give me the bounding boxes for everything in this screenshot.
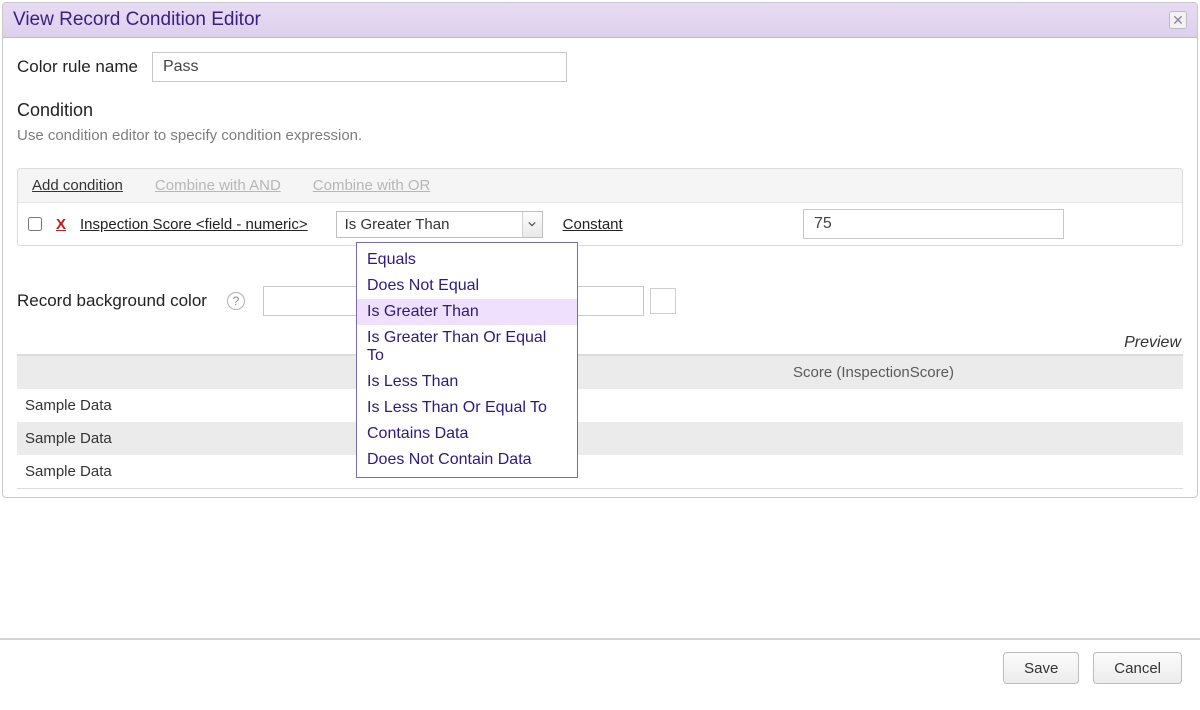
condition-field-link[interactable]: Inspection Score <field - numeric> — [80, 216, 308, 233]
condition-row: X Inspection Score <field - numeric> Is … — [17, 202, 1183, 246]
combine-or-link[interactable]: Combine with OR — [313, 177, 431, 194]
condition-row-checkbox[interactable] — [28, 217, 42, 231]
cancel-button[interactable]: Cancel — [1093, 652, 1182, 684]
table-row: Sample Data — [17, 422, 1183, 455]
preview-label: Preview — [17, 334, 1183, 352]
background-color-label: Record background color — [17, 291, 207, 311]
close-icon[interactable]: ✕ — [1169, 11, 1187, 29]
operator-option-contains-data[interactable]: Contains Data — [357, 421, 577, 447]
operand-type-link[interactable]: Constant — [563, 216, 623, 233]
rule-name-row: Color rule name — [17, 52, 1183, 82]
dialog-header: View Record Condition Editor ✕ — [3, 3, 1197, 38]
save-button[interactable]: Save — [1003, 652, 1079, 684]
delete-condition-icon[interactable]: X — [56, 216, 66, 233]
condition-section-title: Condition — [17, 100, 1183, 121]
operator-dropdown[interactable]: Is Greater Than — [336, 211, 543, 238]
chevron-down-icon — [522, 212, 542, 237]
preview-table: Score (InspectionScore) Sample Data Samp… — [17, 354, 1183, 489]
color-picker-button[interactable] — [650, 288, 676, 314]
rule-name-input[interactable] — [152, 52, 567, 82]
dialog-footer: Save Cancel — [0, 638, 1200, 684]
rule-name-label: Color rule name — [17, 57, 138, 77]
table-row: Sample Data — [17, 389, 1183, 422]
condition-editor-dialog: View Record Condition Editor ✕ Color rul… — [2, 2, 1198, 498]
dialog-title: View Record Condition Editor — [13, 9, 261, 31]
operator-option-is-greater-than-or-equal-to[interactable]: Is Greater Than Or Equal To — [357, 325, 577, 369]
add-condition-link[interactable]: Add condition — [32, 177, 123, 194]
operator-option-is-less-than-or-equal-to[interactable]: Is Less Than Or Equal To — [357, 395, 577, 421]
operator-dropdown-value: Is Greater Than — [345, 216, 450, 233]
operator-option-is-less-than[interactable]: Is Less Than — [357, 369, 577, 395]
background-color-row: Record background color ? — [17, 286, 1183, 316]
preview-header-cell: Score (InspectionScore) — [793, 364, 954, 381]
operator-option-does-not-equal[interactable]: Does Not Equal — [357, 273, 577, 299]
operator-dropdown-panel: Equals Does Not Equal Is Greater Than Is… — [356, 242, 578, 478]
condition-toolbar: Add condition Combine with AND Combine w… — [17, 168, 1183, 202]
table-row: Sample Data — [17, 455, 1183, 488]
dialog-content: Color rule name Condition Use condition … — [3, 38, 1197, 497]
operator-option-is-greater-than[interactable]: Is Greater Than — [357, 299, 577, 325]
preview-header-row: Score (InspectionScore) — [17, 356, 1183, 389]
combine-and-link[interactable]: Combine with AND — [155, 177, 281, 194]
condition-section-subtitle: Use condition editor to specify conditio… — [17, 127, 1183, 144]
operator-option-does-not-contain-data[interactable]: Does Not Contain Data — [357, 447, 577, 473]
operator-option-equals[interactable]: Equals — [357, 247, 577, 273]
help-icon[interactable]: ? — [227, 292, 245, 310]
condition-value-input[interactable] — [803, 209, 1064, 239]
